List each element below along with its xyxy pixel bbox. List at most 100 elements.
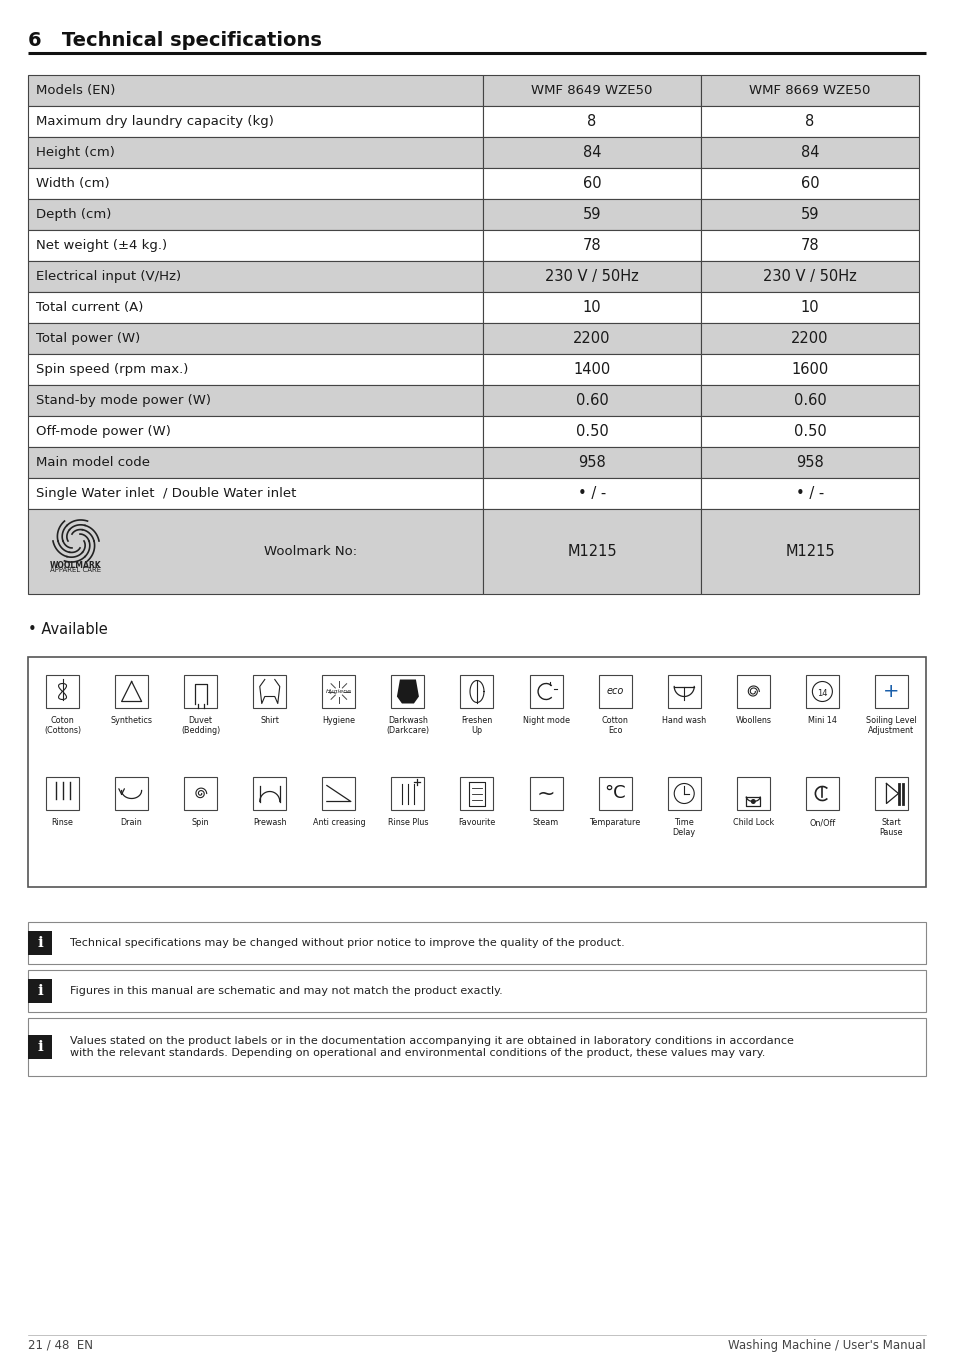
Text: Main model code: Main model code — [36, 456, 150, 468]
Bar — [322, 676, 355, 708]
Bar — [460, 676, 493, 708]
Text: Soiling Level
Adjustment: Soiling Level Adjustment — [865, 716, 916, 735]
Text: Net weight (±4 kg.): Net weight (±4 kg.) — [36, 240, 167, 252]
Text: M1215: M1215 — [784, 544, 834, 559]
Bar — [28, 969, 925, 1011]
Bar — [482, 137, 700, 168]
Text: Electrical input (V/Hz): Electrical input (V/Hz) — [36, 269, 181, 283]
Bar — [805, 777, 838, 810]
Text: Washing Machine / User's Manual: Washing Machine / User's Manual — [727, 1339, 925, 1351]
Bar — [700, 447, 918, 478]
Bar — [482, 385, 700, 416]
Text: • / -: • / - — [578, 486, 605, 501]
Bar — [184, 777, 217, 810]
Bar — [28, 137, 482, 168]
Text: 14: 14 — [817, 689, 827, 699]
Text: APPAREL CARE: APPAREL CARE — [51, 567, 101, 573]
Polygon shape — [396, 680, 418, 704]
Text: Width (cm): Width (cm) — [36, 177, 110, 190]
Text: Darkwash
(Darkcare): Darkwash (Darkcare) — [386, 716, 429, 735]
Text: 59: 59 — [582, 207, 600, 222]
Text: Favourite: Favourite — [457, 818, 496, 827]
Bar — [28, 509, 482, 594]
Text: 2200: 2200 — [573, 330, 610, 347]
Text: Synthetics: Synthetics — [111, 716, 152, 724]
Bar — [700, 230, 918, 261]
Text: 84: 84 — [582, 145, 600, 160]
Text: 230 V / 50Hz: 230 V / 50Hz — [762, 269, 856, 284]
Text: Rinse: Rinse — [51, 818, 73, 827]
Bar — [115, 777, 148, 810]
Text: Technical specifications may be changed without prior notice to improve the qual: Technical specifications may be changed … — [70, 938, 624, 948]
Text: Total power (W): Total power (W) — [36, 332, 140, 345]
Text: 78: 78 — [800, 238, 819, 253]
Text: Duvet
(Bedding): Duvet (Bedding) — [181, 716, 220, 735]
Bar — [700, 106, 918, 137]
Bar — [253, 777, 286, 810]
Text: ~: ~ — [537, 784, 555, 803]
Bar — [28, 1034, 52, 1059]
Bar — [700, 353, 918, 385]
Bar — [482, 261, 700, 292]
Text: Drain: Drain — [121, 818, 142, 827]
Bar — [28, 261, 482, 292]
Text: Woolmark No:: Woolmark No: — [263, 546, 356, 558]
Text: Start
Pause: Start Pause — [879, 818, 902, 837]
Text: °C: °C — [603, 784, 625, 803]
Bar — [460, 777, 493, 810]
Bar — [482, 106, 700, 137]
Bar — [28, 324, 482, 353]
Bar — [115, 676, 148, 708]
Text: i: i — [37, 1040, 43, 1053]
Bar — [598, 777, 631, 810]
Text: Shirt: Shirt — [260, 716, 279, 724]
Text: WOOLMARK: WOOLMARK — [51, 561, 102, 570]
Text: i: i — [37, 936, 43, 951]
Text: 60: 60 — [800, 176, 819, 191]
Bar — [482, 74, 700, 106]
Bar — [28, 230, 482, 261]
Bar — [28, 1018, 925, 1076]
Text: 0.50: 0.50 — [575, 424, 608, 439]
Bar — [700, 137, 918, 168]
Text: i: i — [37, 984, 43, 998]
Bar — [700, 261, 918, 292]
Text: 10: 10 — [582, 301, 600, 315]
Text: Steam: Steam — [533, 818, 558, 827]
Bar — [874, 676, 907, 708]
Text: Time
Delay: Time Delay — [672, 818, 695, 837]
Bar — [28, 922, 925, 964]
Bar — [46, 676, 79, 708]
Bar — [700, 509, 918, 594]
Bar — [28, 932, 52, 955]
Bar — [482, 199, 700, 230]
Text: WMF 8649 WZE50: WMF 8649 WZE50 — [531, 84, 652, 97]
Text: 230 V / 50Hz: 230 V / 50Hz — [544, 269, 639, 284]
Text: M1215: M1215 — [567, 544, 617, 559]
Text: 1600: 1600 — [791, 362, 828, 376]
Bar — [482, 509, 700, 594]
Bar — [482, 168, 700, 199]
Bar — [482, 292, 700, 324]
Bar — [28, 385, 482, 416]
Text: WMF 8669 WZE50: WMF 8669 WZE50 — [748, 84, 870, 97]
Bar — [482, 230, 700, 261]
Bar — [253, 676, 286, 708]
Text: Hygiene: Hygiene — [322, 716, 355, 724]
Text: On/Off: On/Off — [808, 818, 835, 827]
Bar — [529, 676, 562, 708]
Text: Cotton
Eco: Cotton Eco — [601, 716, 628, 735]
Bar — [700, 74, 918, 106]
Text: 958: 958 — [796, 455, 823, 470]
Text: Depth (cm): Depth (cm) — [36, 209, 112, 221]
Text: Stand-by mode power (W): Stand-by mode power (W) — [36, 394, 211, 408]
Text: Off-mode power (W): Off-mode power (W) — [36, 425, 171, 437]
Text: 10: 10 — [800, 301, 819, 315]
Bar — [184, 676, 217, 708]
Text: 21 / 48  EN: 21 / 48 EN — [28, 1339, 92, 1351]
Text: 60: 60 — [582, 176, 600, 191]
Bar — [28, 168, 482, 199]
Text: 2200: 2200 — [790, 330, 828, 347]
Text: • Available: • Available — [28, 621, 108, 636]
Bar — [482, 447, 700, 478]
